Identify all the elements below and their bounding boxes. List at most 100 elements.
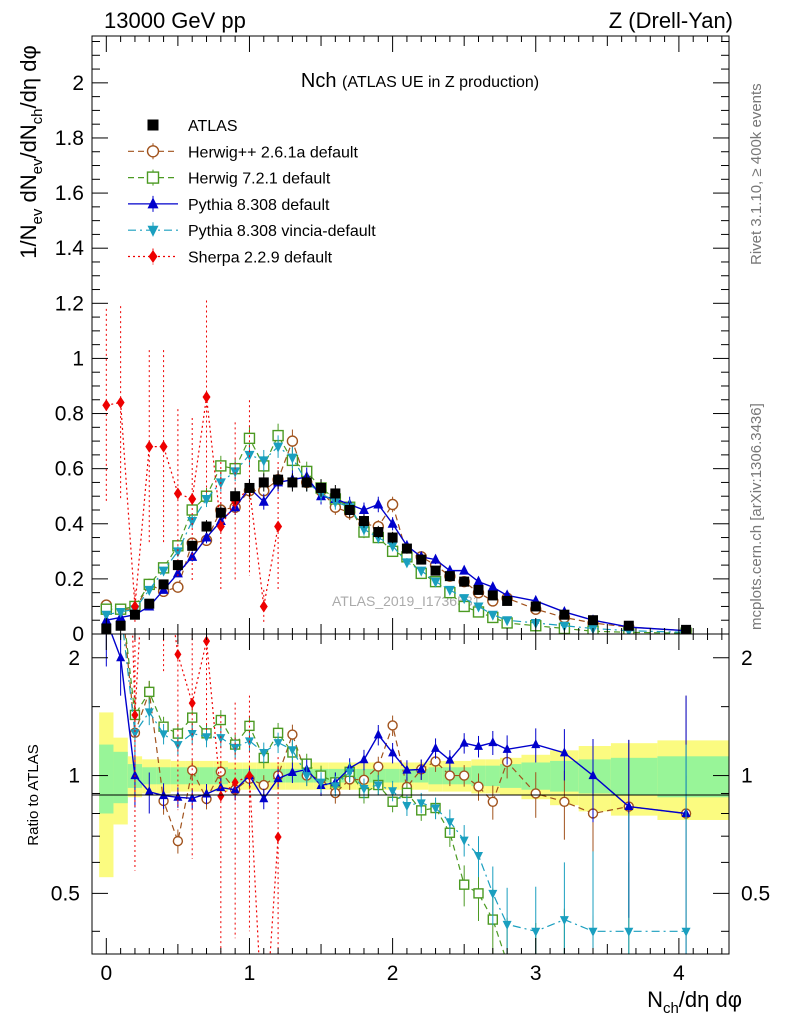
data-point: [188, 492, 197, 505]
y-tick-label: 1.2: [55, 292, 84, 315]
ratio-band-inner: [227, 768, 243, 783]
ratio-point: [258, 779, 269, 791]
legend-item: ATLAS: [147, 118, 238, 135]
ratio-point: [273, 739, 283, 749]
data-point: [430, 553, 441, 564]
data-point: [387, 541, 398, 552]
ratio-point: [387, 720, 398, 731]
data-point: [387, 517, 398, 528]
data-point: [172, 567, 183, 578]
mcplots-label: mcplots.cern.ch [arXiv:1306.3436]: [748, 403, 765, 630]
ratio-point: [259, 793, 269, 803]
ratio-point: [287, 729, 298, 740]
ratio-point: [160, 544, 167, 555]
data-point: [387, 532, 398, 543]
ratio-band-inner: [385, 768, 400, 783]
x-tick-label: 4: [673, 962, 685, 985]
data-point: [230, 491, 241, 502]
data-point: [215, 507, 226, 518]
ratio-point: [117, 204, 124, 215]
ratio-point: [560, 984, 569, 993]
legend-label: ATLAS: [188, 118, 238, 135]
ratio-point: [316, 778, 326, 788]
data-point: [201, 494, 212, 505]
ratio-point: [559, 916, 569, 926]
chart-title-main: Nch: [301, 70, 337, 92]
data-point: [530, 601, 541, 612]
data-point: [201, 521, 212, 532]
ratio-line: [125, 634, 505, 954]
data-point: [202, 391, 211, 404]
data-point: [330, 488, 341, 499]
x-tick-label: 0: [100, 962, 112, 985]
data-point: [502, 595, 513, 606]
ratio-line: [132, 634, 279, 954]
y-tick-label: 0.4: [55, 513, 85, 536]
ratio-point: [531, 927, 541, 937]
series-line: [106, 476, 687, 632]
ratio-band-inner: [99, 744, 114, 814]
data-point: [172, 547, 183, 558]
ratio-point: [116, 652, 126, 662]
y-tick-label: 1.4: [55, 237, 85, 260]
data-point: [559, 621, 570, 632]
data-point: [274, 520, 283, 533]
ratio-point: [388, 787, 398, 797]
data-point: [187, 550, 198, 561]
data-point: [358, 516, 369, 527]
ratio-band-inner: [485, 765, 500, 787]
ratio-panel-frame: [91, 633, 730, 955]
x-tick-label: 2: [387, 962, 399, 985]
ratio-point: [144, 786, 154, 796]
data-point: [459, 576, 470, 587]
ratio-point: [445, 754, 455, 764]
data-point: [459, 564, 470, 575]
data-point: [115, 620, 126, 631]
data-point: [258, 456, 269, 467]
ratio-point: [388, 747, 398, 757]
ratio-point: [274, 831, 282, 843]
data-point: [623, 620, 634, 631]
data-point: [129, 609, 140, 620]
data-point: [487, 590, 498, 601]
x-tick-label: 1: [244, 962, 256, 985]
data-point: [187, 517, 198, 528]
data-point: [430, 565, 441, 576]
ratio-point: [159, 730, 169, 740]
data-point: [444, 585, 455, 596]
data-point: [487, 610, 498, 621]
ratio-point: [144, 686, 155, 698]
data-point: [559, 609, 570, 620]
data-point: [473, 575, 484, 586]
data-point: [401, 558, 412, 569]
ratio-point: [130, 770, 140, 780]
ratio-point: [624, 927, 634, 937]
data-point: [502, 616, 513, 627]
rivet-label: Rivet 3.1.10, ≥ 400k events: [748, 83, 765, 265]
ratio-band-inner: [156, 767, 171, 785]
ratio-point: [402, 801, 412, 811]
ratio-point: [217, 790, 225, 802]
data-point: [287, 477, 298, 488]
ratio-point: [287, 746, 297, 756]
ratio-point: [131, 709, 139, 721]
ratio-point: [373, 729, 383, 739]
data-point: [273, 474, 284, 485]
data-point: [243, 432, 256, 445]
ratio-point: [259, 748, 269, 758]
legend-item: Herwig 7.2.1 default: [128, 169, 331, 188]
legend-label: Pythia 8.308 vincia-default: [188, 223, 376, 240]
header-right: Z (Drell-Yan): [609, 8, 733, 33]
ratio-point: [103, 137, 110, 148]
data-point: [116, 396, 125, 409]
ratio-point: [473, 740, 483, 750]
legend-item: Herwig++ 2.6.1a default: [128, 143, 358, 161]
data-point: [187, 540, 198, 551]
y-tick-label: 0.8: [55, 403, 84, 426]
ratio-point: [174, 648, 182, 660]
data-point: [473, 584, 484, 595]
y-tick-label: 1.6: [55, 182, 84, 205]
ratio-data: [103, 137, 692, 993]
ratio-point: [458, 879, 470, 890]
